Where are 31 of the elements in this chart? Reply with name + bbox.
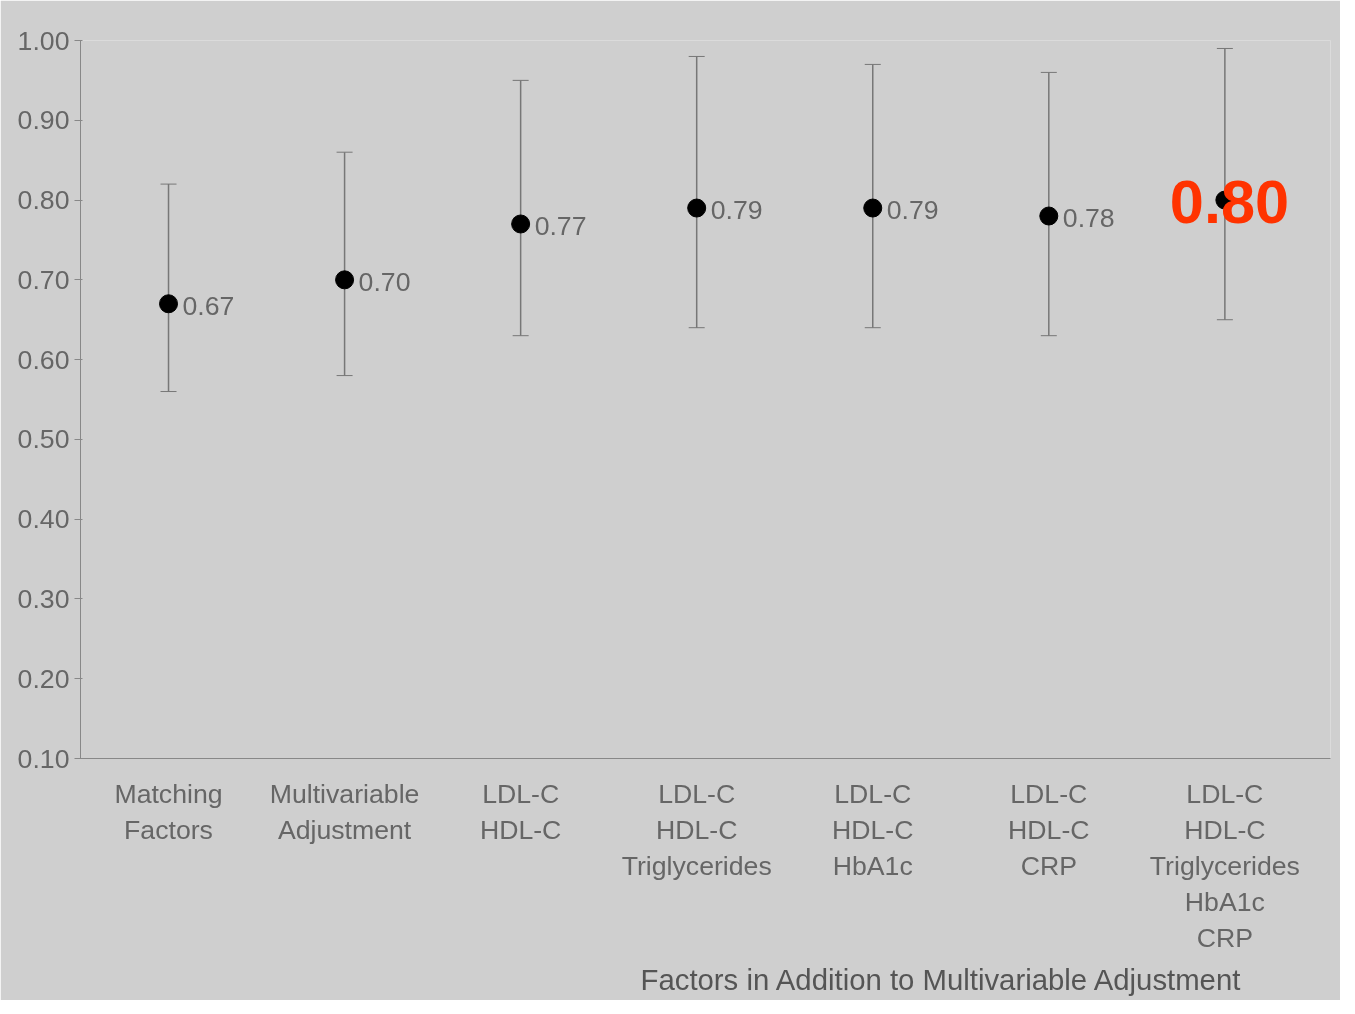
y-tick-label: 0.50 (17, 424, 70, 455)
data-label: 0.70 (358, 266, 411, 297)
point (511, 214, 531, 234)
point (159, 294, 179, 314)
data-label: 0.80 (1169, 167, 1290, 237)
y-tick-label: 1.00 (17, 25, 70, 56)
point (1039, 206, 1059, 226)
x-tick-label: LDL-C HDL-C Triglycerides (621, 778, 772, 881)
x-tick-label: LDL-C HDL-C CRP (1008, 778, 1090, 881)
text: Factors in Addition to Multivariable Adjustment (640, 962, 1241, 996)
point (335, 270, 355, 290)
x-tick-label: LDL-C HDL-C (479, 778, 562, 845)
data-label: 0.78 (1062, 203, 1115, 234)
y-tick-label: 0.30 (17, 583, 70, 614)
y-tick-label: 0.80 (17, 185, 70, 216)
x-tick-label: LDL-C HDL-C HbA1c (832, 778, 914, 881)
x-tick-label: Matching Factors (114, 778, 223, 845)
y-tick-label: 0.90 (17, 105, 70, 136)
y-tick-label: 0.70 (17, 264, 70, 295)
data-label: 0.79 (710, 195, 763, 226)
y-tick-label: 0.10 (17, 743, 70, 774)
data-label: 0.67 (182, 290, 235, 321)
point (863, 198, 883, 218)
data-label: 0.79 (886, 195, 939, 226)
y-tick-label: 0.60 (17, 344, 70, 375)
x-tick-label: Multivariable Adjustment (269, 778, 420, 845)
y-tick-label: 0.40 (17, 504, 70, 535)
y-tick-label: 0.20 (17, 663, 70, 694)
data-label: 0.77 (534, 210, 587, 241)
x-tick-label: LDL-C HDL-C Triglycerides HbA1c CRP (1149, 778, 1300, 953)
point (687, 198, 707, 218)
